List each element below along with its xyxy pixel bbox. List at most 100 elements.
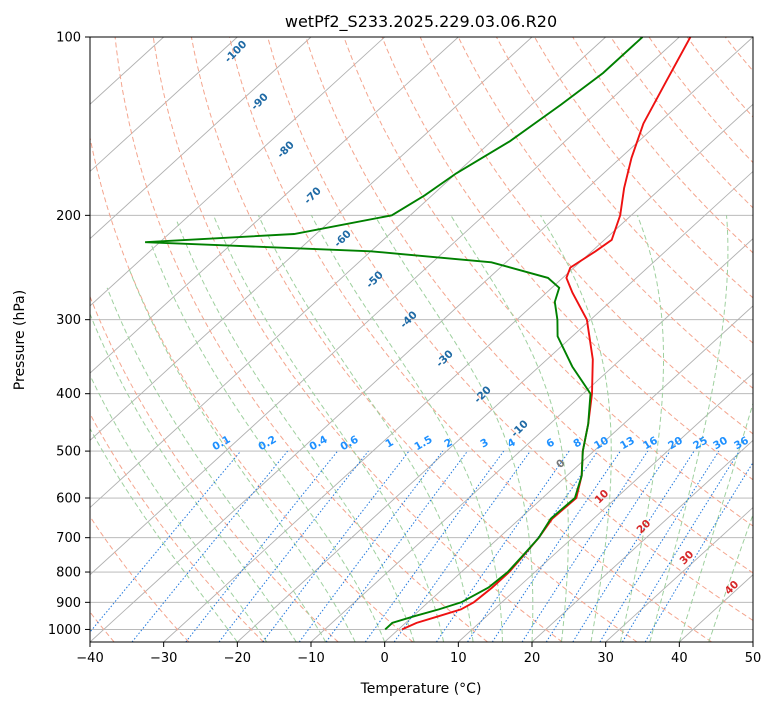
mixing-ratio-label: 0.6 [338,434,360,454]
dry-adiabat-line [305,37,753,574]
dry-adiabat-line [90,515,190,642]
dry-adiabat-line [152,37,563,642]
y-tick-label: 1000 [48,623,81,638]
x-tick-label: −10 [297,651,324,666]
moist-adiabat-line [539,215,612,642]
isotherm-line [531,439,753,642]
dry-adiabat-line [534,37,753,299]
dry-adiabat-label: -10 [509,418,531,440]
isotherm-line [90,37,753,642]
dry-adiabat-line [114,37,488,642]
dry-adiabat-line [610,37,753,209]
y-axis-label: Pressure (hPa) [12,290,28,390]
isotherm-line [90,37,385,307]
x-tick-label: 30 [597,651,614,666]
x-tick-label: 20 [524,651,541,666]
mixing-ratio-line [131,450,288,642]
moist-adiabat-line [176,221,415,642]
dry-adiabat-line [686,37,753,118]
mixing-ratio-label: 3 [478,436,490,450]
y-tick-label: 700 [56,531,81,546]
y-tick-label: 400 [56,387,81,402]
y-tick-label: 200 [56,209,81,224]
dewpoint-profile [145,37,644,631]
plot-frame [89,36,754,643]
isotherm-line [90,37,533,441]
mixing-ratio-line [621,450,740,642]
isotherm-line [90,37,680,576]
dry-adiabat-line [381,37,753,481]
moist-adiabat-line [310,215,503,642]
temperature-profile [401,37,692,631]
mixing-ratio-label: 0.1 [210,434,232,454]
isotherm-line [752,641,753,642]
y-tick-label: 800 [56,566,81,581]
moist-adiabat-label: 30 [677,548,696,567]
moist-adiabat-line [90,312,297,642]
x-tick-label: 0 [381,651,389,666]
background-lines [90,37,775,642]
x-tick-label: 50 [745,651,762,666]
dry-adiabat-line [343,37,753,527]
mixing-ratio-line [599,450,720,642]
axis-ticks: −40 −30 −20 −10 0 10 20 30 40 5010020030040050060… [48,31,761,667]
dry-adiabat-line [763,37,775,642]
x-tick-label: 40 [671,651,688,666]
dry-adiabat-line [267,37,753,622]
mixing-ratio-label: 6 [544,436,556,450]
moist-adiabat-line [374,215,534,642]
isotherm-line [384,305,753,642]
isotherm-line [90,37,606,509]
mixing-ratio-label: 1 [383,436,395,450]
mixing-ratio-line [218,450,369,642]
isotherm-line [90,37,238,173]
y-tick-label: 900 [56,596,81,611]
mixing-ratio-label: 1.5 [412,434,434,454]
mixing-ratio-label: 13 [618,435,637,453]
dry-adiabat-label: -100 [222,38,249,65]
mixing-ratio-label: 8 [571,436,583,450]
x-tick-label: −30 [150,651,177,666]
dry-adiabat-line [90,135,414,642]
dry-adiabat-label: -20 [472,384,494,406]
chart-title: wetPf2_S233.2025.229.03.06.R20 [285,12,557,32]
isotherm-line [163,103,753,642]
dry-adiabat-line [495,37,753,344]
moist-adiabat-line [128,267,356,642]
x-axis-label: Temperature (°C) [360,681,482,697]
dry-adiabat-label: -70 [302,185,324,207]
moist-adiabat-line [619,215,664,642]
mixing-ratio-line [298,450,444,642]
mixing-ratio-line [364,450,505,642]
mixing-ratio-line [435,450,570,642]
sounding-profiles [145,37,692,631]
mixing-ratio-line [325,450,468,642]
mixing-ratio-line [467,450,599,642]
moist-adiabat-line [90,427,238,642]
dry-adiabat-label: -30 [434,348,456,370]
dry-adiabat-line [90,412,264,642]
dry-adiabat-label: -90 [249,91,271,113]
dry-adiabat-label: -50 [364,269,386,291]
dry-adiabat-line [419,37,753,435]
dry-adiabat-line [724,37,753,72]
dry-adiabat-label: -80 [275,139,297,161]
moist-adiabat-line [649,215,729,642]
dry-adiabat-line [90,295,339,642]
moist-adiabat-line [90,374,268,642]
dry-adiabat-line [648,37,753,164]
isotherm-line [90,37,459,374]
mixing-ratio-line [491,450,621,642]
mixing-ratio-line [262,450,410,642]
moist-adiabat-line [151,245,386,642]
mixing-ratio-label: 2 [442,436,454,450]
x-tick-label: 10 [450,651,467,666]
mixing-ratio-line [644,461,753,642]
mixing-ratio-line [521,450,649,642]
mixing-ratio-label: 25 [691,435,710,453]
dry-adiabat-line [229,37,712,642]
mixing-ratio-line [545,450,671,642]
mixing-ratio-line [90,450,242,633]
mixing-ratio-line [572,450,695,642]
moist-adiabat-label: 10 [592,487,611,506]
